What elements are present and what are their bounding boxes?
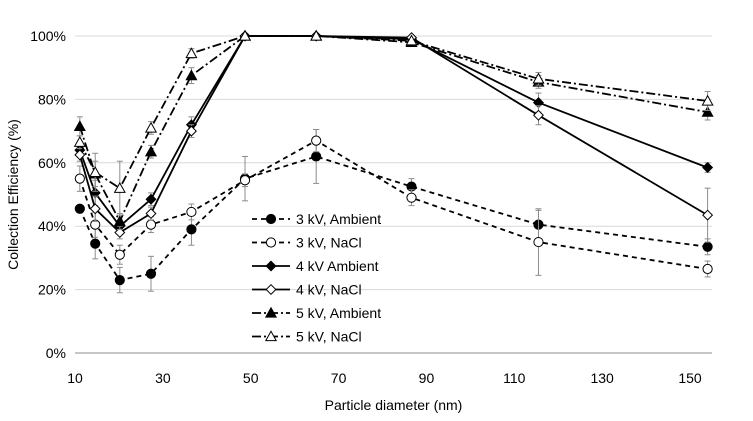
data-point-marker bbox=[186, 206, 197, 218]
data-point-marker bbox=[310, 29, 323, 41]
data-point-marker bbox=[145, 208, 157, 220]
data-point-marker bbox=[265, 237, 277, 248]
x-tick-label: 70 bbox=[331, 370, 347, 386]
data-point-marker bbox=[145, 193, 157, 205]
x-tick-label: 10 bbox=[67, 370, 83, 386]
series-line bbox=[78, 139, 708, 270]
data-point-marker bbox=[144, 121, 158, 133]
data-point-marker bbox=[145, 219, 157, 230]
x-axis-label: Particle diameter (nm) bbox=[325, 397, 463, 413]
gridlines bbox=[75, 35, 712, 291]
legend-label: 5 kV, NaCl bbox=[296, 329, 362, 345]
data-point-marker bbox=[532, 109, 544, 121]
data-point-marker bbox=[405, 34, 418, 46]
x-tick-label: 30 bbox=[155, 370, 171, 386]
series bbox=[73, 29, 714, 230]
data-point-marker bbox=[114, 274, 125, 286]
data-point-marker bbox=[265, 260, 277, 272]
data-point-marker bbox=[239, 175, 251, 186]
x-tick-label: 90 bbox=[419, 370, 435, 386]
series-line bbox=[78, 35, 708, 190]
legend-label: 5 kV, Ambient bbox=[296, 305, 381, 321]
data-point-marker bbox=[406, 192, 417, 203]
data-point-marker bbox=[532, 72, 545, 84]
series-line bbox=[78, 35, 709, 234]
series bbox=[74, 30, 714, 234]
data-point-marker bbox=[264, 306, 278, 318]
data-point-marker bbox=[702, 209, 714, 221]
data-point-marker bbox=[73, 120, 86, 132]
y-axis-ticks: 0% 20% 40% 60% 80% 100% bbox=[30, 28, 66, 361]
data-point-marker bbox=[185, 47, 198, 59]
data-point-marker bbox=[114, 227, 126, 239]
legend: 3 kV, Ambient 3 kV, NaCl 4 kV Ambient 4 kV,… bbox=[252, 211, 381, 345]
x-axis-ticks: 10 30 50 70 90 110 130 150 bbox=[67, 370, 702, 386]
data-point-marker bbox=[185, 125, 197, 137]
legend-label: 4 kV, NaCl bbox=[296, 282, 362, 298]
data-point-marker bbox=[74, 203, 85, 214]
data-point-marker bbox=[145, 268, 157, 279]
data-point-marker bbox=[74, 149, 86, 161]
legend-label: 4 kV Ambient bbox=[296, 258, 379, 274]
data-point-marker bbox=[702, 263, 713, 275]
legend-label: 3 kV, NaCl bbox=[296, 235, 362, 251]
data-point-marker bbox=[73, 135, 86, 147]
y-tick-label: 80% bbox=[38, 91, 66, 107]
series bbox=[73, 29, 714, 216]
data-point-marker bbox=[238, 29, 252, 41]
series bbox=[74, 129, 713, 294]
data-point-marker bbox=[113, 181, 126, 193]
data-point-marker bbox=[701, 94, 714, 106]
data-point-marker bbox=[265, 213, 277, 225]
x-tick-label: 150 bbox=[678, 370, 702, 386]
y-tick-label: 40% bbox=[38, 218, 66, 234]
data-point-marker bbox=[701, 105, 714, 117]
y-tick-label: 60% bbox=[38, 155, 66, 171]
data-point-marker bbox=[89, 203, 101, 215]
y-tick-label: 0% bbox=[46, 345, 66, 361]
data-point-marker bbox=[311, 151, 322, 162]
data-point-marker bbox=[113, 215, 126, 227]
data-point-marker bbox=[264, 330, 278, 342]
data-point-marker bbox=[702, 241, 713, 252]
x-tick-label: 110 bbox=[503, 370, 526, 386]
data-point-marker bbox=[311, 135, 322, 146]
series bbox=[74, 30, 714, 243]
data-point-marker bbox=[265, 283, 277, 296]
y-axis-label: Collection Efficiency (%) bbox=[5, 119, 21, 270]
data-point-marker bbox=[144, 145, 158, 157]
x-tick-label: 50 bbox=[243, 370, 259, 386]
series-line bbox=[78, 155, 708, 282]
legend-label: 3 kV, Ambient bbox=[296, 211, 381, 227]
data-point-marker bbox=[89, 166, 102, 177]
data-point-marker bbox=[185, 69, 198, 81]
data-point-marker bbox=[90, 238, 101, 249]
data-point-marker bbox=[74, 173, 85, 184]
data-point-marker bbox=[186, 224, 197, 235]
series-line bbox=[78, 35, 708, 224]
y-tick-label: 20% bbox=[38, 282, 66, 298]
series-layer bbox=[73, 29, 714, 294]
x-tick-label: 130 bbox=[590, 370, 614, 386]
y-tick-label: 100% bbox=[30, 28, 66, 44]
series bbox=[74, 129, 713, 278]
data-point-marker bbox=[114, 249, 125, 260]
data-point-marker bbox=[533, 236, 544, 248]
series-line bbox=[78, 35, 708, 228]
data-point-marker bbox=[702, 162, 714, 174]
